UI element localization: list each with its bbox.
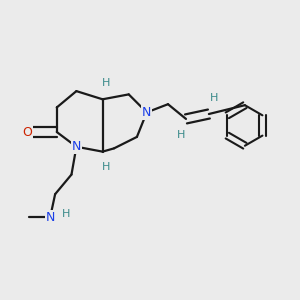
Text: N: N bbox=[72, 140, 81, 153]
Text: H: H bbox=[102, 78, 110, 88]
Text: H: H bbox=[210, 93, 218, 103]
Text: N: N bbox=[142, 106, 152, 119]
Text: N: N bbox=[46, 211, 55, 224]
Text: H: H bbox=[102, 162, 110, 172]
Text: H: H bbox=[177, 130, 185, 140]
Text: H: H bbox=[62, 209, 70, 219]
Text: O: O bbox=[22, 125, 32, 139]
